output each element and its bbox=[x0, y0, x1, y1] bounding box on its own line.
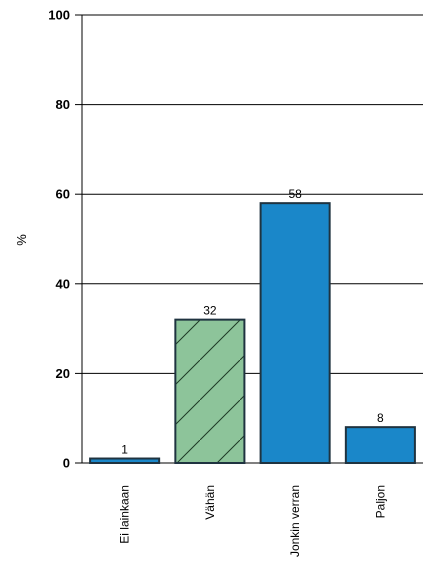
bars bbox=[89, 202, 416, 465]
y-tick-label: 0 bbox=[63, 456, 70, 471]
x-tick-label: Paljon bbox=[373, 485, 387, 518]
axes: 0 20 40 60 80 100 bbox=[48, 8, 83, 471]
y-tick-label: 80 bbox=[56, 97, 70, 112]
gridlines bbox=[82, 14, 423, 464]
bar-jonkin-verran bbox=[259, 202, 331, 464]
bar-vähän bbox=[174, 318, 246, 465]
y-axis-label: % bbox=[14, 234, 29, 246]
data-label: 1 bbox=[121, 443, 128, 457]
y-tick-label: 60 bbox=[56, 187, 70, 202]
y-tick-label: 20 bbox=[56, 366, 70, 381]
x-tick-label: Vähän bbox=[203, 485, 217, 520]
x-tick-label: Ei lainkaan bbox=[118, 485, 132, 544]
bar-ei-lainkaan bbox=[89, 457, 161, 464]
x-tick-label: Jonkin verran bbox=[288, 485, 302, 557]
data-label: 58 bbox=[288, 187, 302, 201]
y-tick-label: 40 bbox=[56, 276, 70, 291]
y-tick-label: 100 bbox=[48, 8, 70, 23]
data-label: 32 bbox=[203, 304, 217, 318]
data-label: 8 bbox=[377, 411, 384, 425]
bar-paljon bbox=[344, 426, 416, 465]
labels: 1 Ei lainkaan 32 Vähän 58 Jonkin verran 8 Paljo… bbox=[118, 187, 388, 557]
